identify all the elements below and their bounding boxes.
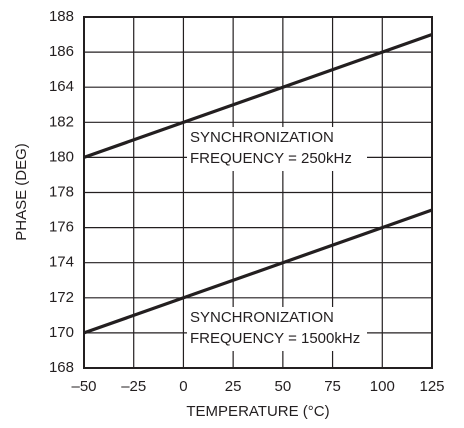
y-tick-label: 182 — [49, 113, 74, 130]
y-tick-label: 188 — [49, 8, 74, 25]
annotation: FREQUENCY = 1500kHz — [190, 330, 360, 347]
x-tick-label: 75 — [324, 378, 341, 395]
annotation: SYNCHRONIZATION — [190, 309, 334, 326]
series-line — [83, 33, 433, 159]
y-tick-label: 170 — [49, 324, 74, 341]
y-tick-label: 180 — [49, 148, 74, 165]
y-tick-label: 176 — [49, 219, 74, 236]
y-axis-title: PHASE (DEG) — [13, 143, 30, 241]
x-axis-title: TEMPERATURE (°C) — [186, 403, 329, 420]
series-line — [83, 208, 433, 335]
x-tick-label: –50 — [71, 378, 96, 395]
annotation: FREQUENCY = 250kHz — [190, 150, 352, 167]
y-tick-label: 178 — [49, 183, 74, 200]
x-tick-label: 125 — [419, 378, 444, 395]
x-tick-label: 100 — [370, 378, 395, 395]
y-tick-label: 164 — [49, 78, 74, 95]
y-tick-label: 172 — [49, 289, 74, 306]
x-tick-label: 25 — [225, 378, 242, 395]
y-tick-label: 174 — [49, 254, 74, 271]
y-tick-label: 186 — [49, 43, 74, 60]
x-tick-label: 50 — [275, 378, 292, 395]
y-tick-label: 168 — [49, 359, 74, 376]
annotation-background — [187, 307, 367, 351]
plot-border — [83, 16, 433, 369]
annotation: SYNCHRONIZATION — [190, 129, 334, 146]
annotation-background — [187, 127, 367, 171]
x-tick-label: –25 — [121, 378, 146, 395]
x-tick-label: 0 — [179, 378, 187, 395]
